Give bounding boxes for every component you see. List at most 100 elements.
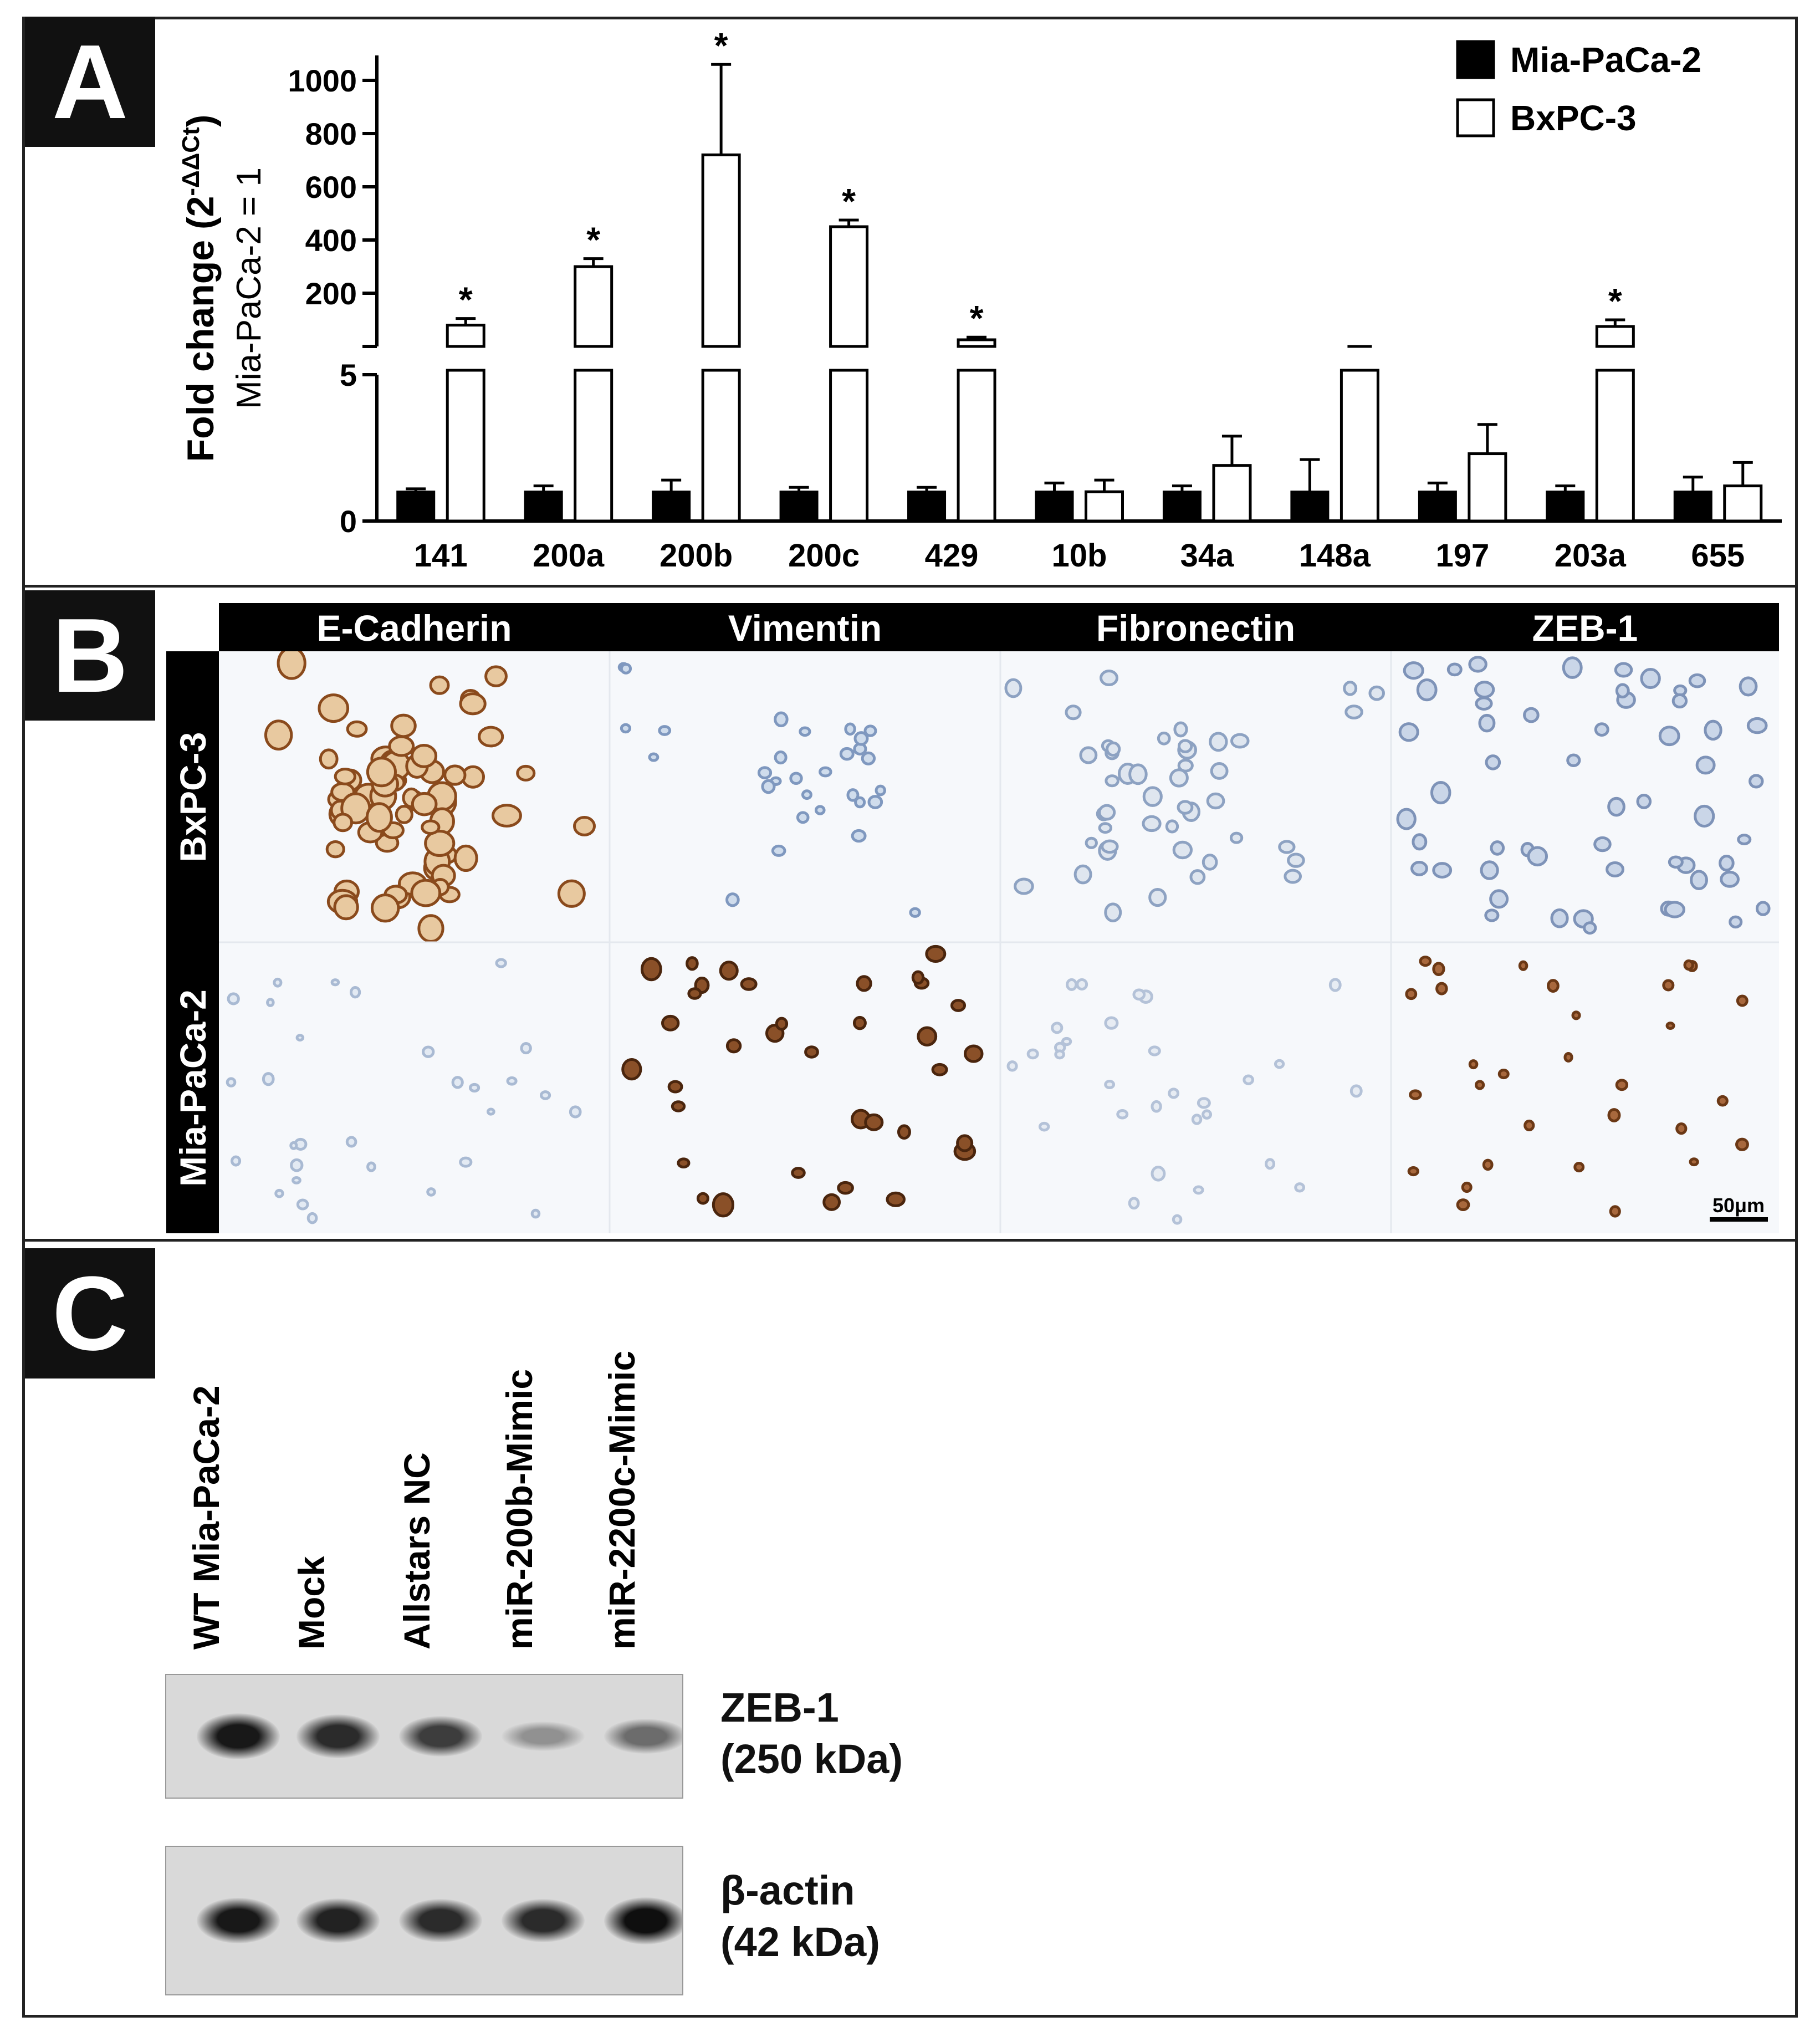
cell: [661, 1014, 680, 1032]
cell: [1416, 678, 1438, 702]
band: [296, 1898, 380, 1943]
cell: [1739, 676, 1758, 697]
scale-bar-label: 50μm: [1712, 1194, 1765, 1217]
cell: [1054, 1049, 1065, 1060]
bar-bxpc-3: [1085, 490, 1124, 523]
cell: [648, 752, 660, 762]
cell: [1485, 754, 1501, 770]
cell: [775, 1017, 789, 1031]
cell: [686, 956, 699, 971]
band: [502, 1898, 585, 1943]
cell: [1475, 696, 1493, 711]
cell: [330, 978, 340, 987]
cell: [1368, 685, 1385, 701]
significance-marker: *: [459, 280, 473, 320]
cell: [846, 788, 860, 802]
cell: [295, 1034, 305, 1041]
cell: [1736, 994, 1749, 1007]
cell: [390, 713, 417, 738]
cell: [1168, 1088, 1180, 1099]
cell: [478, 726, 504, 748]
cell: [1343, 681, 1358, 696]
cell: [796, 811, 810, 824]
blot-beta-actin: [165, 1846, 683, 1995]
cell: [1104, 902, 1122, 922]
micrograph-e-cadherin-bxpc-3: [264, 651, 596, 943]
bar-mia-paca-2: [1035, 491, 1074, 523]
significance-marker: *: [970, 298, 984, 338]
cell: [1066, 978, 1078, 991]
bar-mia-paca-2: [652, 491, 691, 523]
cell: [1456, 1198, 1470, 1212]
cell: [761, 779, 776, 794]
band: [296, 1714, 380, 1758]
cell: [345, 1136, 357, 1148]
band: [604, 1897, 682, 1944]
cell: [1527, 846, 1548, 867]
cell: [421, 819, 441, 835]
cell: [227, 992, 240, 1005]
cell: [1098, 822, 1113, 834]
cell: [1435, 982, 1448, 995]
cell: [851, 829, 867, 843]
panel-a: [22, 17, 1798, 588]
cell: [1274, 1059, 1285, 1069]
cell: [1562, 656, 1583, 679]
bar-bxpc-3-upper: [574, 265, 614, 348]
bar-bxpc-3-lower: [446, 369, 485, 523]
cell: [495, 958, 507, 968]
cell: [469, 1083, 480, 1093]
cell: [443, 764, 467, 786]
cell: [1664, 901, 1685, 918]
cell: [1004, 678, 1023, 698]
cell: [1344, 704, 1363, 719]
cell: [230, 1155, 242, 1167]
cell: [459, 692, 487, 716]
bar-bxpc-3-lower: [957, 369, 996, 523]
cell: [1142, 786, 1163, 807]
cell: [1675, 1122, 1688, 1135]
cell: [725, 892, 740, 907]
cell: [1573, 1162, 1585, 1173]
cell: [1412, 833, 1428, 851]
lane-label-mir-2200c-mimic: miR-2200c-Mimic: [601, 1350, 642, 1650]
cell: [1407, 1166, 1419, 1177]
y-axis-sublabel: Mia-PaCa-2 = 1: [230, 167, 268, 409]
cell: [719, 961, 739, 981]
cell: [712, 1192, 734, 1218]
cell: [1658, 726, 1680, 747]
cell: [451, 1076, 464, 1089]
cell: [1265, 1158, 1276, 1170]
cell: [1169, 768, 1189, 788]
cell: [1583, 921, 1597, 935]
panel-c: [22, 1242, 1798, 2018]
cell: [573, 816, 596, 836]
cell: [687, 987, 702, 1000]
cell: [1151, 1100, 1162, 1113]
cell: [1704, 719, 1722, 741]
cell: [266, 998, 275, 1007]
lane-label-mock: Mock: [291, 1556, 332, 1650]
micrograph-zeb-1-mia-paca-2: [1405, 956, 1749, 1218]
significance-marker: *: [586, 220, 600, 260]
cell: [1398, 722, 1419, 742]
row-label-bxpc-3: BxPC-3: [172, 732, 213, 862]
cell: [1720, 870, 1740, 888]
cell: [1284, 869, 1302, 884]
cell: [1729, 915, 1743, 929]
blot-name-beta-actin: β-actin: [720, 1867, 855, 1913]
cell: [1206, 792, 1225, 810]
cell: [1671, 693, 1688, 709]
cell: [1636, 794, 1652, 809]
cell: [366, 757, 397, 788]
cell: [1563, 1051, 1573, 1063]
cell: [410, 879, 442, 907]
cell: [1665, 1022, 1675, 1030]
cell: [569, 1105, 582, 1119]
cell: [1694, 804, 1715, 828]
cell: [1409, 1089, 1422, 1100]
cell: [1157, 731, 1171, 746]
bar-bxpc-3-lower: [1340, 369, 1379, 523]
cell: [837, 1181, 854, 1195]
legend-label-bxpc-3: BxPC-3: [1510, 98, 1637, 138]
